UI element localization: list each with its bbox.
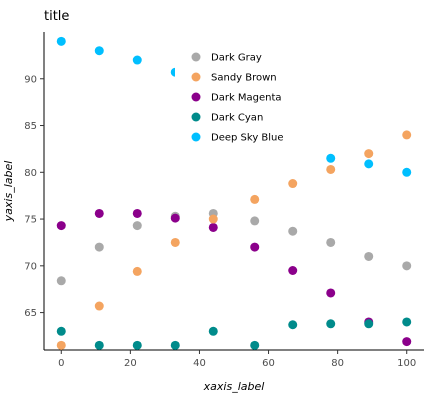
legend-label: Deep Sky Blue bbox=[211, 133, 284, 144]
data-point bbox=[94, 301, 104, 311]
x-tick-label: 40 bbox=[193, 358, 206, 369]
data-point bbox=[326, 237, 336, 247]
data-point bbox=[132, 55, 142, 65]
x-tick-label: 0 bbox=[58, 358, 64, 369]
x-tick-label: 60 bbox=[262, 358, 275, 369]
data-point bbox=[132, 208, 142, 218]
data-point bbox=[402, 337, 412, 347]
x-axis-title: xaxis_label bbox=[203, 380, 265, 393]
data-point bbox=[208, 222, 218, 232]
y-tick-label: 85 bbox=[24, 121, 37, 132]
data-point bbox=[288, 266, 298, 275]
y-tick-label: 65 bbox=[24, 308, 37, 319]
legend-label: Sandy Brown bbox=[211, 73, 277, 84]
data-point bbox=[132, 221, 142, 231]
data-point bbox=[208, 214, 218, 224]
data-point bbox=[402, 130, 412, 140]
legend-marker bbox=[191, 52, 201, 62]
data-point bbox=[132, 266, 142, 276]
data-point bbox=[364, 149, 374, 159]
y-ticks: 65 70 75 80 85 90 bbox=[24, 74, 44, 319]
data-point bbox=[364, 251, 374, 261]
y-tick-label: 80 bbox=[24, 168, 37, 179]
x-tick-label: 100 bbox=[397, 358, 416, 369]
series-layer bbox=[56, 36, 412, 350]
data-point bbox=[250, 194, 260, 204]
data-point bbox=[402, 317, 412, 327]
data-point bbox=[56, 340, 66, 350]
legend-item: Deep Sky Blue bbox=[191, 132, 284, 144]
legend-item: Dark Cyan bbox=[191, 112, 263, 124]
y-tick-label: 90 bbox=[24, 74, 37, 85]
x-tick-label: 80 bbox=[331, 358, 344, 369]
legend-marker bbox=[191, 112, 201, 122]
data-point bbox=[170, 213, 180, 223]
data-point bbox=[364, 159, 374, 169]
series-sandy-brown bbox=[56, 130, 412, 350]
data-point bbox=[56, 276, 66, 286]
x-ticks: 0 20 40 60 80 100 bbox=[58, 350, 416, 369]
data-point bbox=[402, 167, 412, 177]
data-point bbox=[132, 340, 142, 350]
data-point bbox=[288, 226, 298, 236]
x-tick-label: 20 bbox=[124, 358, 137, 369]
data-point bbox=[250, 340, 260, 350]
data-point bbox=[56, 326, 66, 336]
data-point bbox=[326, 319, 336, 329]
legend-marker bbox=[191, 92, 201, 102]
data-point bbox=[94, 208, 104, 218]
legend-item: Dark Magenta bbox=[191, 92, 282, 104]
legend-label: Dark Magenta bbox=[211, 93, 282, 104]
data-point bbox=[208, 326, 218, 336]
legend: Dark Gray Sandy Brown Dark Magenta Dark Cya… bbox=[175, 44, 315, 148]
data-point bbox=[170, 237, 180, 247]
data-point bbox=[56, 221, 66, 231]
legend-marker bbox=[191, 132, 201, 142]
data-point bbox=[326, 153, 336, 163]
legend-item: Dark Gray bbox=[191, 52, 262, 64]
data-point bbox=[326, 164, 336, 174]
data-point bbox=[94, 340, 104, 350]
y-axis-title: yaxis_label bbox=[2, 161, 15, 223]
legend-marker bbox=[191, 72, 201, 82]
data-point bbox=[56, 36, 66, 46]
data-point bbox=[326, 288, 336, 298]
data-point bbox=[288, 320, 298, 330]
data-point bbox=[402, 261, 412, 271]
legend-items: Dark Gray Sandy Brown Dark Magenta Dark Cya… bbox=[191, 52, 284, 144]
data-point bbox=[170, 340, 180, 350]
legend-label: Dark Cyan bbox=[211, 113, 263, 124]
data-point bbox=[94, 242, 104, 252]
data-point bbox=[288, 179, 298, 189]
y-tick-label: 70 bbox=[24, 261, 37, 272]
data-point bbox=[364, 319, 374, 329]
data-point bbox=[250, 242, 260, 252]
series-dark-cyan bbox=[56, 317, 412, 350]
data-point bbox=[94, 46, 104, 56]
legend-item: Sandy Brown bbox=[191, 72, 277, 84]
y-tick-label: 75 bbox=[24, 215, 37, 226]
series-dark-magenta bbox=[56, 208, 412, 347]
chart-title: title bbox=[44, 9, 69, 24]
data-point bbox=[250, 216, 260, 226]
legend-label: Dark Gray bbox=[211, 53, 262, 64]
